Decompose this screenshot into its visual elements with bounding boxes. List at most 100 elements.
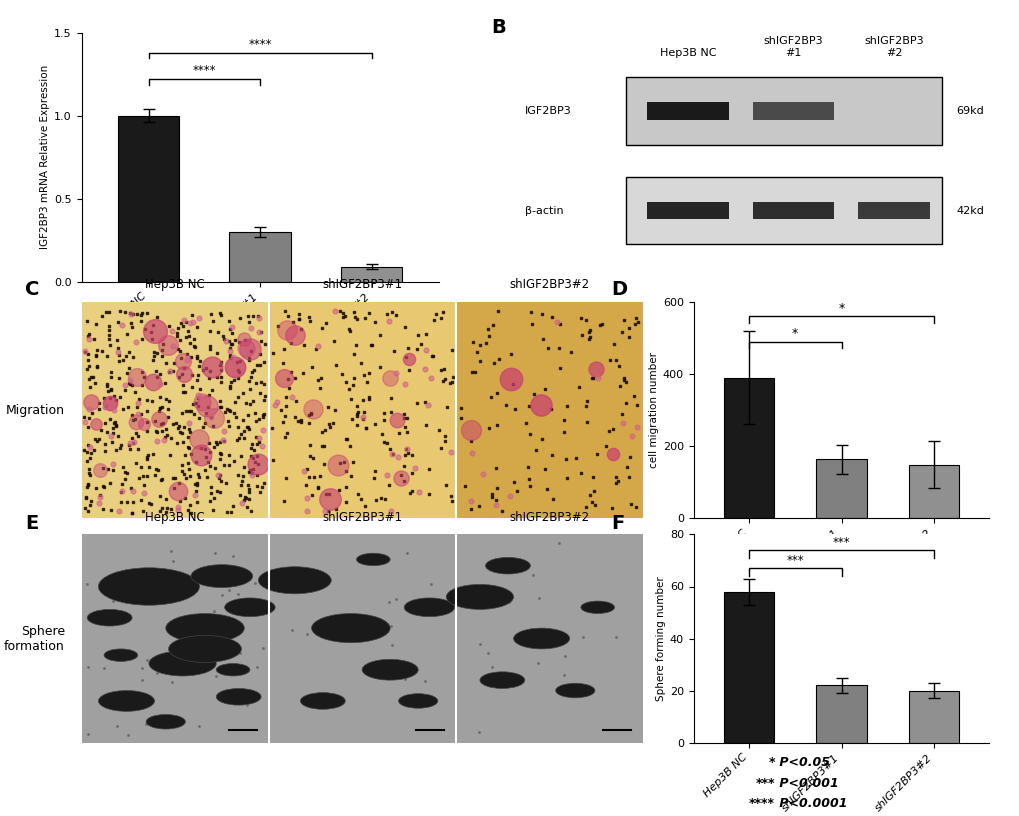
Point [201,459,217,472]
Text: shIGF2BP3#1: shIGF2BP3#1 [322,278,401,291]
Point [102,383,118,396]
Point [298,478,314,491]
Point [160,718,176,731]
Point [229,420,246,433]
Point [87,432,103,445]
Point [382,620,398,633]
Point [127,412,144,425]
Point [191,411,207,424]
Point [179,325,196,338]
Point [299,491,315,504]
Point [235,431,252,444]
Point [319,504,335,517]
Point [79,353,96,366]
Point [222,379,238,392]
Point [253,375,269,388]
Bar [455,302,642,518]
Circle shape [581,601,613,614]
Point [181,425,198,438]
Point [250,309,266,322]
Point [538,482,554,495]
Point [79,314,96,327]
Text: Sphere
formation: Sphere formation [4,624,65,653]
Point [81,402,97,415]
Point [257,338,273,351]
Point [193,391,209,404]
Point [485,318,501,331]
Point [158,493,174,506]
Point [211,486,227,499]
Point [180,431,197,444]
Point [342,470,359,483]
Point [230,622,247,635]
Point [434,305,450,318]
Point [209,346,225,359]
Point [232,488,249,501]
Point [442,446,459,459]
Point [398,546,415,559]
Point [247,456,263,469]
Point [250,458,266,471]
Point [82,469,98,482]
Point [558,472,575,485]
Point [202,364,218,377]
Bar [340,267,401,282]
Point [401,487,418,500]
Point [228,355,245,368]
Point [523,623,539,636]
Point [191,432,207,445]
Point [578,394,594,407]
Point [172,333,189,346]
Point [278,427,294,440]
Point [220,583,236,596]
Circle shape [146,715,185,729]
Point [543,310,559,323]
Point [578,313,594,326]
Point [452,411,469,424]
Point [589,371,605,384]
Point [242,397,258,410]
Point [607,470,624,483]
Point [338,481,355,494]
Point [179,503,196,517]
Point [213,475,229,488]
Point [147,468,163,481]
Point [119,467,136,480]
Point [86,444,102,457]
Point [408,343,424,356]
Point [284,315,301,328]
Point [89,348,105,361]
Point [314,439,330,452]
Bar [752,202,834,220]
Point [164,675,180,688]
Point [361,307,377,320]
Point [112,442,128,455]
Point [205,604,221,617]
Point [244,437,260,450]
Point [176,385,193,398]
Point [239,420,256,433]
Point [234,413,251,426]
Point [487,499,503,512]
Point [333,367,350,380]
Point [417,362,433,375]
Point [130,392,147,406]
Point [144,333,160,346]
Point [245,395,261,408]
Point [628,311,644,324]
Point [177,404,194,417]
Point [111,348,127,361]
Point [157,505,173,518]
Point [195,364,211,377]
Point [574,329,590,342]
Text: *: * [838,302,844,314]
Point [344,379,361,392]
Point [113,496,129,509]
Point [177,472,194,485]
Point [395,411,412,424]
Point [544,492,560,505]
Point [586,484,602,497]
Circle shape [99,690,155,712]
Point [276,431,292,444]
Text: B: B [491,18,505,37]
